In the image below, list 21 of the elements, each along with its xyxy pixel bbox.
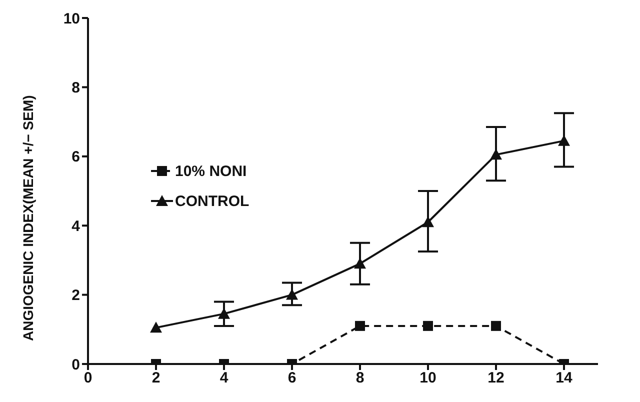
y-tick-label: 8 bbox=[72, 80, 80, 97]
y-axis-title: ANGIOGENIC INDEX(MEAN +/− SEM) bbox=[20, 95, 36, 341]
point bbox=[355, 320, 365, 331]
x-tick-label: 0 bbox=[84, 370, 92, 387]
y-tick-label: 0 bbox=[72, 356, 80, 374]
legend-label: 10% NONI bbox=[175, 162, 247, 180]
point bbox=[491, 320, 501, 331]
y-tick-label: 4 bbox=[72, 218, 81, 235]
point bbox=[423, 320, 433, 331]
x-tick-label: 8 bbox=[356, 370, 364, 387]
legend-label: CONTROL bbox=[175, 192, 250, 210]
y-tick-label: 6 bbox=[72, 148, 80, 166]
x-tick-label: 14 bbox=[556, 370, 573, 387]
y-tick-label: 10 bbox=[63, 10, 80, 28]
x-tick-label: 6 bbox=[288, 370, 296, 387]
point bbox=[150, 322, 162, 333]
x-tick-label: 4 bbox=[220, 370, 229, 387]
y-tick-label: 2 bbox=[72, 287, 80, 304]
x-tick-label: 12 bbox=[488, 370, 504, 387]
x-tick-label: 2 bbox=[152, 370, 160, 387]
x-tick-label: 10 bbox=[420, 370, 436, 387]
